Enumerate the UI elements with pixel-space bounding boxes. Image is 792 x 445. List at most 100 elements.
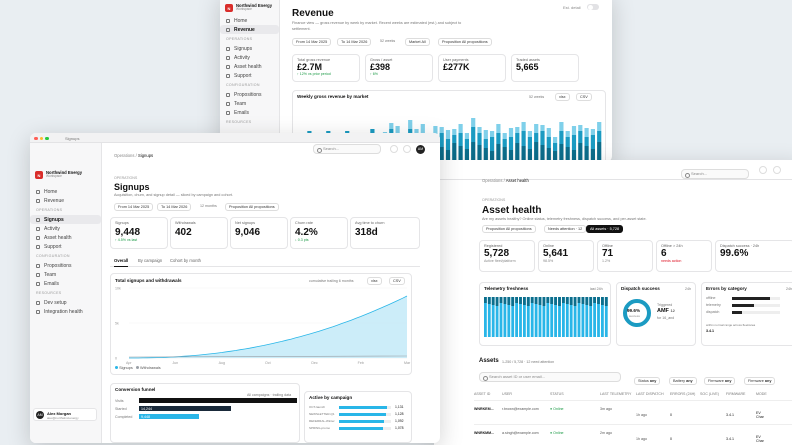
zoom-window-button[interactable] bbox=[45, 136, 49, 140]
help-icon[interactable] bbox=[390, 145, 398, 153]
to-date-filter[interactable]: To 14 Mar 2026 bbox=[157, 203, 192, 211]
minimize-window-button[interactable] bbox=[39, 136, 43, 140]
cell-telemetry: 3m ago bbox=[600, 407, 612, 411]
kpi-delta: 1.2% bbox=[602, 259, 611, 263]
revenue-bar-segment bbox=[534, 133, 539, 142]
chart-toggles[interactable]: cumulative trailing 6 months bbox=[309, 279, 354, 283]
avatar[interactable]: AM bbox=[416, 144, 425, 154]
notifications-icon[interactable] bbox=[403, 145, 411, 153]
sidebar-item-activity[interactable]: Activity bbox=[220, 53, 279, 62]
sidebar-item-support[interactable]: Support bbox=[220, 71, 279, 80]
firmware-filter[interactable]: Firmware any bbox=[704, 377, 736, 385]
revenue-bar-segment bbox=[477, 127, 482, 133]
breadcrumb-parent[interactable]: Operations bbox=[114, 153, 135, 158]
sidebar-item-signups[interactable]: Signups bbox=[220, 44, 279, 53]
asset-search-input[interactable]: Search asset ID or user email... bbox=[479, 372, 621, 382]
funnel-label: Started bbox=[115, 406, 127, 411]
legend-signups: Signups bbox=[119, 366, 133, 370]
telemetry-bar-top bbox=[495, 297, 499, 306]
dispatch-ring-arc bbox=[623, 299, 651, 327]
needs-attention-tab[interactable]: Needs attention · 12 bbox=[544, 225, 587, 233]
est-detail-toggle[interactable] bbox=[587, 4, 599, 10]
campaign-value: 1,092 bbox=[395, 419, 404, 423]
sidebar-item-emails[interactable]: Emails bbox=[30, 279, 101, 288]
sidebar-item-dev-setup[interactable]: Dev setup bbox=[30, 298, 101, 307]
tab-by-campaign[interactable]: By campaign bbox=[138, 258, 163, 263]
funnel-bar bbox=[139, 398, 297, 403]
cell-firmware: 3.4.1 bbox=[726, 413, 734, 417]
sidebar-item-activity[interactable]: Activity bbox=[30, 224, 101, 233]
dispatch-panel: Dispatch success 24h 99.6% success Trigg… bbox=[616, 282, 696, 346]
table-row[interactable]: WNRKMM... a.singh@example.com ● Online 2… bbox=[474, 424, 792, 445]
close-window-button[interactable] bbox=[34, 136, 38, 140]
funnel-filter[interactable]: All campaigns · trailing data bbox=[247, 393, 292, 397]
sidebar-item-propositions[interactable]: Propositions bbox=[30, 261, 101, 270]
sidebar-item-asset-health[interactable]: Asset health bbox=[220, 62, 279, 71]
telemetry-title: Telemetry freshness bbox=[484, 286, 529, 291]
cell-asset-id[interactable]: WNRKMM... bbox=[474, 431, 495, 435]
sidebar-item-label: Asset health bbox=[44, 234, 72, 241]
all-assets-tab[interactable]: All assets · 5,728 bbox=[586, 225, 624, 233]
sidebar-item-integration-health[interactable]: Integration health bbox=[30, 307, 101, 316]
sidebar-item-team[interactable]: Team bbox=[220, 99, 279, 108]
campaign-row: NEWSLETTER-Q1 1,128 bbox=[309, 412, 409, 417]
csv-button[interactable]: CSV bbox=[576, 93, 592, 101]
sidebar-item-revenue[interactable]: Revenue bbox=[220, 25, 279, 34]
cell-asset-id[interactable]: WNRKEM... bbox=[474, 407, 494, 411]
from-date-filter[interactable]: From 14 Mar 2025 bbox=[292, 38, 332, 46]
status-filter[interactable]: Status any bbox=[634, 377, 661, 385]
proposition-filter[interactable]: Proposition All propositions bbox=[482, 225, 536, 233]
revenue-bar-segment bbox=[496, 124, 501, 133]
sidebar-item-home[interactable]: Home bbox=[220, 16, 279, 25]
kpi-value: 5,728 bbox=[484, 248, 510, 259]
campaign-label: SPRING-promo bbox=[309, 426, 331, 430]
user-card[interactable]: AM Alex Morgan alex@northwind.energy bbox=[33, 408, 97, 421]
xlsx-button[interactable]: xlsx bbox=[555, 93, 570, 101]
sidebar-item-signups[interactable]: Signups bbox=[30, 215, 101, 224]
window-title: Signups bbox=[65, 136, 80, 141]
notifications-icon[interactable] bbox=[759, 166, 767, 174]
kpi-value: 9,448 bbox=[115, 227, 141, 238]
sidebar-item-propositions[interactable]: Propositions bbox=[220, 90, 279, 99]
telemetry-bar-top bbox=[558, 297, 561, 306]
table-row[interactable]: WNRKEM... r.brown@example.com ● Online 3… bbox=[474, 400, 792, 424]
market-filter[interactable]: Market All bbox=[405, 38, 430, 46]
sidebar-item-team[interactable]: Team bbox=[30, 270, 101, 279]
cell-errors: 0 bbox=[670, 437, 672, 441]
sidebar-item-home[interactable]: Home bbox=[30, 187, 101, 196]
dispatch-note: for 16_and bbox=[657, 316, 675, 320]
tab-cohort-by-month[interactable]: Cohort by month bbox=[170, 258, 201, 263]
sidebar-section-resources: RESOURCES bbox=[36, 291, 62, 295]
sidebar-item-label: Dev setup bbox=[44, 299, 67, 306]
proposition-filter[interactable]: Proposition All propositions bbox=[438, 38, 492, 46]
chart-range[interactable]: 52 weeks bbox=[529, 95, 545, 99]
firmware-filter-2[interactable]: Firmware any bbox=[744, 377, 776, 385]
cell-status: ● Online bbox=[550, 407, 564, 411]
sidebar-item-revenue[interactable]: Revenue bbox=[30, 196, 101, 205]
from-date-filter[interactable]: From 14 Mar 2025 bbox=[114, 203, 154, 211]
search-input[interactable]: Search... bbox=[681, 169, 749, 179]
proposition-filter[interactable]: Proposition All propositions bbox=[225, 203, 279, 211]
help-icon[interactable] bbox=[773, 166, 781, 174]
search-input[interactable]: Search... bbox=[313, 144, 381, 154]
csv-button[interactable]: CSV bbox=[389, 277, 405, 285]
revenue-bar-segment bbox=[540, 145, 545, 162]
errors-title: Errors by category bbox=[706, 286, 747, 291]
sidebar-item-emails[interactable]: Emails bbox=[220, 108, 279, 117]
page-subtitle-cont: settlement. bbox=[292, 27, 311, 31]
to-date-filter[interactable]: To 14 Mar 2026 bbox=[337, 38, 372, 46]
signups-sidebar: N Northwind Energy Workspace Home Revenu… bbox=[30, 143, 102, 443]
revenue-bar-segment bbox=[502, 139, 507, 147]
xlsx-button[interactable]: xlsx bbox=[367, 277, 382, 285]
dispatch-triggered: Triggered bbox=[657, 303, 673, 307]
sidebar-item-support[interactable]: Support bbox=[30, 242, 101, 251]
breadcrumb-parent[interactable]: Operations bbox=[482, 178, 503, 183]
revenue-bar-segment bbox=[452, 129, 457, 135]
box-icon bbox=[36, 263, 40, 268]
tab-overall[interactable]: Overall bbox=[114, 258, 129, 267]
sidebar-item-asset-health[interactable]: Asset health bbox=[30, 233, 101, 242]
revenue-bar-segment bbox=[439, 133, 444, 147]
errors-panel: Errors by category 24h offline telemetry… bbox=[701, 282, 792, 346]
revenue-bar-segment bbox=[508, 137, 514, 150]
battery-filter[interactable]: Battery any bbox=[669, 377, 697, 385]
